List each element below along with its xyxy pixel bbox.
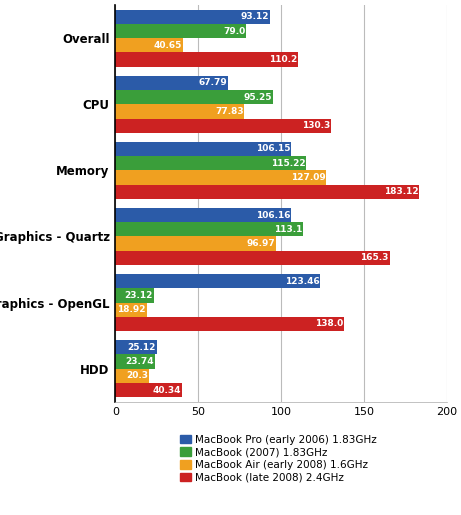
Text: 67.79: 67.79: [198, 78, 227, 88]
Bar: [115, 38, 183, 53]
Bar: [115, 185, 419, 199]
Bar: [115, 104, 244, 118]
Bar: [115, 383, 182, 397]
Bar: [115, 236, 276, 251]
Bar: [115, 354, 154, 369]
Bar: [115, 76, 228, 90]
Bar: [115, 317, 344, 331]
Bar: [115, 24, 246, 38]
Bar: [115, 118, 331, 133]
Bar: [115, 170, 326, 185]
Text: 95.25: 95.25: [244, 93, 272, 101]
Text: 165.3: 165.3: [361, 253, 389, 262]
Bar: [115, 156, 307, 170]
Text: 127.09: 127.09: [290, 173, 325, 182]
Bar: [115, 90, 273, 104]
Text: 40.65: 40.65: [154, 41, 182, 50]
Bar: [115, 340, 157, 354]
Text: 183.12: 183.12: [384, 187, 418, 196]
Bar: [115, 274, 320, 288]
Bar: [115, 288, 154, 303]
Text: 106.16: 106.16: [256, 211, 290, 219]
Bar: [115, 10, 270, 24]
Text: 40.34: 40.34: [153, 386, 181, 394]
Text: 20.3: 20.3: [126, 371, 148, 380]
Text: 23.74: 23.74: [125, 357, 154, 366]
Text: 96.97: 96.97: [247, 239, 275, 248]
Bar: [115, 53, 298, 67]
Text: 106.15: 106.15: [256, 145, 290, 153]
Text: 123.46: 123.46: [284, 277, 319, 286]
Legend: MacBook Pro (early 2006) 1.83GHz, MacBook (2007) 1.83GHz, MacBook Air (early 200: MacBook Pro (early 2006) 1.83GHz, MacBoo…: [180, 435, 377, 483]
Text: 130.3: 130.3: [302, 121, 331, 130]
Text: 113.1: 113.1: [274, 225, 302, 234]
Text: 79.0: 79.0: [223, 27, 246, 36]
Bar: [115, 208, 291, 222]
Text: 93.12: 93.12: [241, 12, 269, 21]
Bar: [115, 222, 303, 236]
Bar: [115, 369, 149, 383]
Text: 18.92: 18.92: [117, 305, 146, 314]
Bar: [115, 142, 291, 156]
Text: 110.2: 110.2: [269, 55, 297, 64]
Text: 23.12: 23.12: [124, 291, 153, 300]
Text: 138.0: 138.0: [315, 319, 343, 329]
Text: 77.83: 77.83: [215, 107, 243, 116]
Bar: [115, 251, 390, 265]
Text: 115.22: 115.22: [271, 159, 306, 168]
Bar: [115, 303, 147, 317]
Text: 25.12: 25.12: [128, 343, 156, 352]
